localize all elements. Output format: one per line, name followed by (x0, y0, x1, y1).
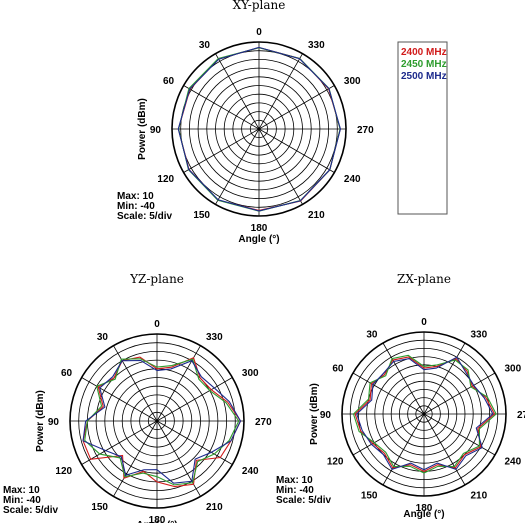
angle-tick-label: 270 (255, 417, 272, 428)
grid-spoke (156, 377, 233, 422)
grid-spoke (258, 53, 303, 130)
angle-tick-label: 300 (505, 364, 522, 375)
angle-tick-label: 90 (48, 417, 60, 428)
angle-tick-label: 60 (163, 76, 175, 87)
scale-info-line: Min: -40 (117, 201, 155, 212)
grid-spoke (81, 377, 158, 422)
series-line-2400-mhz (82, 356, 242, 488)
chart-title: ZX-plane (397, 272, 451, 286)
scale-info-line: Scale: 5/div (276, 495, 331, 506)
legend-entry-2400: 2400 MHz (401, 47, 447, 58)
angle-tick-label: 300 (242, 368, 259, 379)
legend: 2400 MHz 2450 MHz 2500 MHz (397, 41, 448, 215)
grid-spoke (113, 345, 158, 422)
grid-spoke (183, 85, 260, 130)
chart-title: YZ-plane (129, 272, 184, 286)
angle-tick-label: 90 (150, 125, 162, 136)
chart-title: XY-plane (233, 0, 286, 12)
chart-zx-plane: ZX-plane 0 30 60 90 120 150 180 210 240 270 300 330 P… (276, 272, 525, 520)
scale-info-line: Max: 10 (3, 485, 40, 496)
angle-tick-label: 60 (61, 368, 73, 379)
angle-tick-label: 180 (251, 223, 268, 234)
grid-spoke (156, 420, 201, 497)
angle-tick-label: 270 (517, 410, 525, 421)
ylabel: Power (dBm) (35, 390, 46, 452)
grid-spoke (215, 53, 260, 130)
angle-tick-label: 0 (421, 317, 427, 328)
scale-info-line: Scale: 5/div (3, 505, 58, 516)
angle-tick-label: 30 (97, 332, 109, 343)
legend-entry-2450: 2450 MHz (401, 59, 447, 70)
scale-info-line: Max: 10 (117, 191, 154, 202)
grid-spoke (258, 85, 335, 130)
angle-tick-label: 270 (357, 125, 374, 136)
scale-info-line: Min: -40 (276, 485, 314, 496)
angle-tick-label: 330 (206, 332, 223, 343)
scale-info-line: Max: 10 (276, 475, 313, 486)
chart-yz-plane: YZ-plane 0 30 60 90 120 150 180 210 240 270 300 330 P… (3, 272, 272, 523)
angle-tick-label: 240 (242, 466, 259, 477)
angle-tick-label: 150 (91, 502, 108, 513)
grid-spoke (423, 413, 496, 456)
grid-spoke (156, 345, 201, 422)
angle-tick-label: 30 (199, 40, 211, 51)
grid-spoke (113, 420, 158, 497)
grid-spoke (258, 128, 303, 205)
xlabel: Angle (°) (238, 234, 279, 245)
angle-tick-label: 330 (471, 330, 488, 341)
angle-tick-label: 90 (320, 410, 332, 421)
series-line-2500-mhz (82, 359, 242, 484)
grid-spoke (352, 372, 425, 415)
angle-tick-label: 330 (308, 40, 325, 51)
grid-spoke (156, 420, 233, 465)
angle-tick-label: 0 (154, 319, 160, 330)
grid-spoke (423, 342, 466, 415)
grid-spoke (352, 413, 425, 456)
xlabel: Angle (°) (403, 509, 444, 520)
angle-tick-label: 240 (505, 457, 522, 468)
series-line-2400-mhz (354, 356, 496, 473)
angle-tick-label: 120 (327, 457, 344, 468)
angle-tick-label: 300 (344, 76, 361, 87)
angle-tick-label: 30 (366, 330, 378, 341)
angle-tick-label: 0 (256, 27, 262, 38)
legend-box (397, 41, 448, 215)
chart-xy-plane: XY-plane 0 30 60 90 120 150 180 210 240 270 300 330 P… (117, 0, 374, 245)
ylabel: Power (dBm) (309, 383, 320, 445)
series-line-2450-mhz (352, 354, 497, 474)
angle-tick-label: 210 (206, 502, 223, 513)
grid-spoke (423, 372, 496, 415)
grid-spoke (258, 128, 335, 173)
ylabel: Power (dBm) (137, 98, 148, 160)
angle-tick-label: 150 (361, 491, 378, 502)
angle-tick-label: 120 (55, 466, 72, 477)
series-line-2500-mhz (356, 356, 494, 471)
grid-spoke (423, 413, 466, 486)
angle-tick-label: 240 (344, 174, 361, 185)
grid-spoke (382, 342, 425, 415)
legend-entry-2500: 2500 MHz (401, 71, 447, 82)
xlabel: Angle (°) (136, 520, 177, 523)
angle-tick-label: 180 (149, 515, 166, 523)
angle-tick-label: 150 (193, 210, 210, 221)
series-line-2500-mhz (177, 46, 342, 212)
angle-tick-label: 60 (332, 364, 344, 375)
angle-tick-label: 120 (157, 174, 174, 185)
scale-info-line: Scale: 5/div (117, 211, 172, 222)
angle-tick-label: 180 (416, 503, 433, 514)
scale-info-line: Min: -40 (3, 495, 41, 506)
grid-spoke (382, 413, 425, 486)
series-line-2450-mhz (84, 358, 240, 486)
angle-tick-label: 210 (471, 491, 488, 502)
grid-spoke (215, 128, 260, 205)
angle-tick-label: 210 (308, 210, 325, 221)
grid-spoke (183, 128, 260, 173)
grid-spoke (81, 420, 158, 465)
